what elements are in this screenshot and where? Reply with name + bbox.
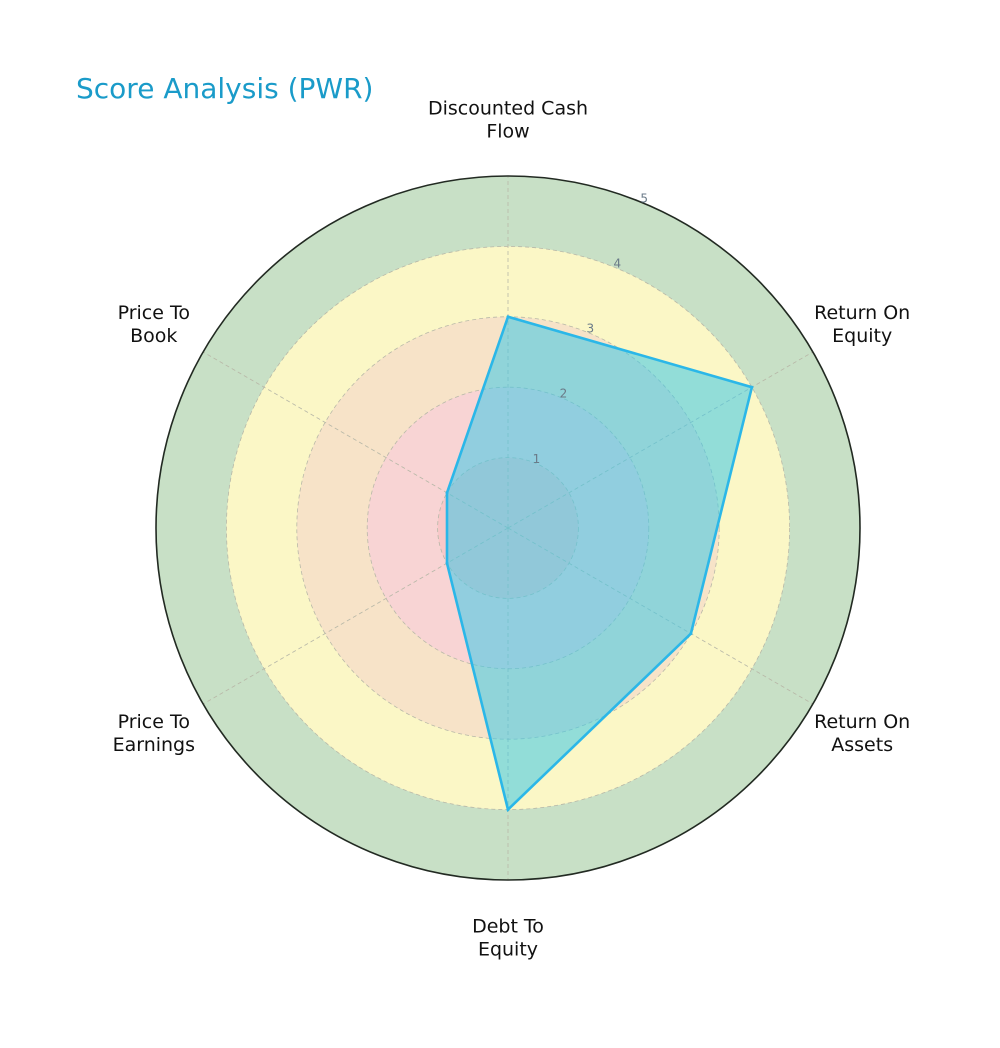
data-point <box>506 315 510 319</box>
category-label: Discounted Cash Flow <box>428 98 588 143</box>
category-label-line: Price To <box>118 302 190 324</box>
data-point <box>689 632 693 636</box>
radial-tick-labels: 1 2 3 4 5 <box>533 192 648 466</box>
category-label-line: Equity <box>478 939 538 961</box>
category-label: Price To Book <box>118 302 190 347</box>
category-label-line: Equity <box>832 325 892 347</box>
category-label-line: Discounted Cash <box>428 98 588 120</box>
chart-title: Score Analysis (PWR) <box>76 72 373 105</box>
r-tick-label: 4 <box>613 257 621 271</box>
category-label-line: Assets <box>831 734 893 756</box>
category-label: Price To Earnings <box>113 711 195 756</box>
outer-ring <box>155 175 861 881</box>
category-label: Return On Equity <box>814 302 910 347</box>
category-label-line: Flow <box>486 121 529 143</box>
r-tick-label: 1 <box>533 452 541 466</box>
category-label-line: Return On <box>814 302 910 324</box>
data-point <box>445 561 449 565</box>
data-series <box>445 315 754 813</box>
category-label-line: Earnings <box>113 734 195 756</box>
r-tick-label: 2 <box>560 387 568 401</box>
category-label: Debt To Equity <box>472 916 544 961</box>
r-tick-label: 3 <box>587 322 595 336</box>
data-point <box>506 808 510 812</box>
r-tick-label: 5 <box>640 192 648 206</box>
data-point <box>445 491 449 495</box>
category-label-line: Book <box>130 325 177 347</box>
category-label: Return On Assets <box>814 711 910 756</box>
category-label-line: Price To <box>118 711 190 733</box>
category-label-line: Debt To <box>472 916 544 938</box>
data-point <box>750 385 754 389</box>
category-label-line: Return On <box>814 711 910 733</box>
